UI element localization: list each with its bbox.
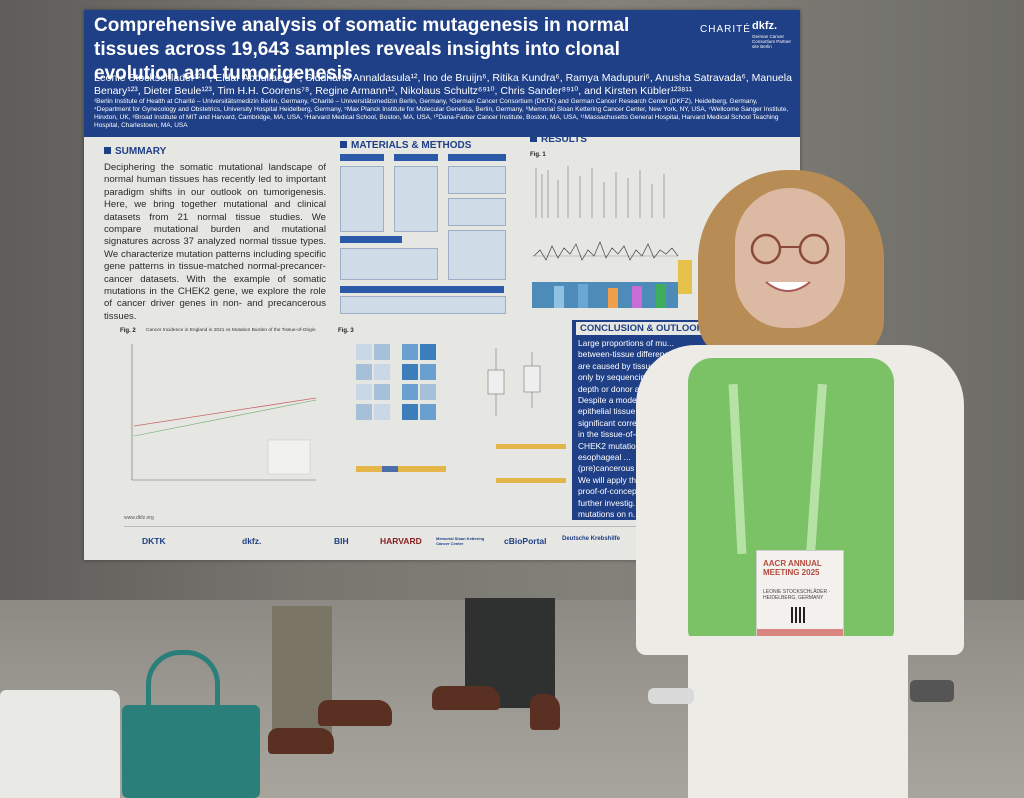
methods-heading-text: MATERIALS & METHODS <box>351 140 472 151</box>
presenter-pants <box>688 636 908 798</box>
shoe-icon <box>530 694 560 730</box>
badge-attendee-name: LEONIE STOCKSCHLÄDER · HEIDELBERG, GERMA… <box>763 589 831 601</box>
flow-header <box>448 154 506 161</box>
summary-text: Deciphering the somatic mutational lands… <box>104 162 326 322</box>
dktk-logo: DKTK <box>142 536 166 546</box>
flow-box <box>448 166 506 194</box>
poster-header: Comprehensive analysis of somatic mutage… <box>84 10 800 137</box>
mskcc-logo: Memorial Sloan Kettering Cancer Center <box>436 536 485 546</box>
conclusion-item: depth or donor age. <box>578 383 652 394</box>
bracelet-icon <box>648 688 694 704</box>
fig2-scatter-plot <box>131 344 317 481</box>
poster-title: Comprehensive analysis of somatic mutage… <box>94 15 630 84</box>
results-heading: RESULTS <box>530 134 587 145</box>
conclusion-item: only by sequencing <box>578 372 650 383</box>
conclusion-list: Large proportions of mu... between-tissue… <box>578 338 698 521</box>
conclusion-item: in the tissue-of-o... <box>578 429 647 440</box>
smartwatch-icon <box>910 680 954 702</box>
bag-handle <box>146 650 220 735</box>
fig3-heatmap <box>356 344 436 420</box>
conclusion-item: are caused by tissue-inhere... <box>578 360 688 371</box>
flow-box <box>340 166 384 232</box>
fig1-bar-panel <box>532 260 692 308</box>
conclusion-item: We will apply th... <box>578 474 644 485</box>
fig3-boxplot <box>487 348 541 416</box>
fig3-lollipop-tracks <box>356 444 566 483</box>
poster-authors: Leonie Stockschläder¹²³⁴, Eldar Abdullae… <box>94 72 792 97</box>
fig1-dot-strip <box>535 166 665 218</box>
harvard-logo: HARVARD <box>380 536 422 546</box>
flow-box <box>448 230 506 280</box>
conference-name-badge: AACR ANNUAL MEETING 2025 LEONIE STOCKSCH… <box>756 550 844 640</box>
badge-meeting-title: AACR ANNUAL MEETING 2025 <box>763 559 822 577</box>
summary-heading-text: SUMMARY <box>115 146 167 157</box>
flow-header <box>340 154 384 161</box>
dkfz-footer-logo: dkfz. <box>242 536 262 546</box>
footer-logo-row: www.dkfz.org DKTK dkfz. BIH HARVARD Memo… <box>124 515 800 557</box>
fig2-label: Fig. 2 <box>120 328 136 334</box>
fig1-plot <box>532 166 692 308</box>
conclusion-item: further investig... <box>578 497 640 508</box>
smile <box>765 281 811 292</box>
conclusion-item: Despite a modera... <box>578 395 652 406</box>
summary-heading: SUMMARY <box>104 146 166 157</box>
presenter-face <box>735 188 845 328</box>
flow-box <box>394 166 438 232</box>
badge-stripe <box>757 629 843 639</box>
conclusion-item: Large proportions of mu... <box>578 338 674 348</box>
conclusion-item: between-tissue differences ... <box>578 349 687 360</box>
charite-logo: CHARITÉ <box>700 24 751 35</box>
flow-header <box>394 154 438 161</box>
poster-website: www.dkfz.org <box>124 515 154 521</box>
dkfz-logo: dkfz. <box>752 20 778 32</box>
flow-header <box>340 286 504 293</box>
cbioportal-logo: cBioPortal <box>504 536 547 546</box>
flow-box <box>340 248 438 280</box>
teal-tote-bag <box>122 705 260 798</box>
flow-box <box>340 296 506 314</box>
conclusion-heading: CONCLUSION & OUTLOOK <box>576 322 708 335</box>
dkfz-logo-subtitle: German Cancer Consortium Partner site Be… <box>752 34 792 49</box>
conclusion-item: proof-of-concep... <box>578 486 644 497</box>
fig3-label: Fig. 3 <box>338 328 354 334</box>
conclusion-item: esophageal ... <box>578 452 631 463</box>
fig3-panels <box>356 344 566 483</box>
conclusion-item: mutations on n... <box>578 509 640 520</box>
fig2-title: Cancer Incidence in England in 2021 vs M… <box>146 328 316 333</box>
fig1-line-panel <box>532 241 679 261</box>
conclusion-item: significant correla... <box>578 417 651 428</box>
white-chair <box>0 690 120 798</box>
shoe-icon <box>268 728 334 754</box>
qr-code-icon <box>791 607 807 623</box>
shoe-icon <box>318 700 392 726</box>
glasses-icon <box>750 233 830 265</box>
methods-heading: MATERIALS & METHODS <box>340 140 471 151</box>
deutsche-krebshilfe-logo: Deutsche Krebshilfe <box>562 536 621 542</box>
results-heading-text: RESULTS <box>541 134 587 145</box>
conclusion-item: CHEK2 mutatio... <box>578 440 643 451</box>
shoe-icon <box>432 686 500 710</box>
flow-box <box>448 198 506 226</box>
flow-header <box>340 236 402 243</box>
bih-logo: BIH <box>334 536 349 546</box>
conclusion-item: (pre)cancerous ... <box>578 463 644 474</box>
poster-affiliations: ¹Berlin Institute of Health at Charité –… <box>94 98 789 129</box>
methods-flowchart <box>340 154 508 314</box>
conclusion-item: epithelial tissue... <box>578 406 643 417</box>
fig1-label: Fig. 1 <box>530 152 546 158</box>
